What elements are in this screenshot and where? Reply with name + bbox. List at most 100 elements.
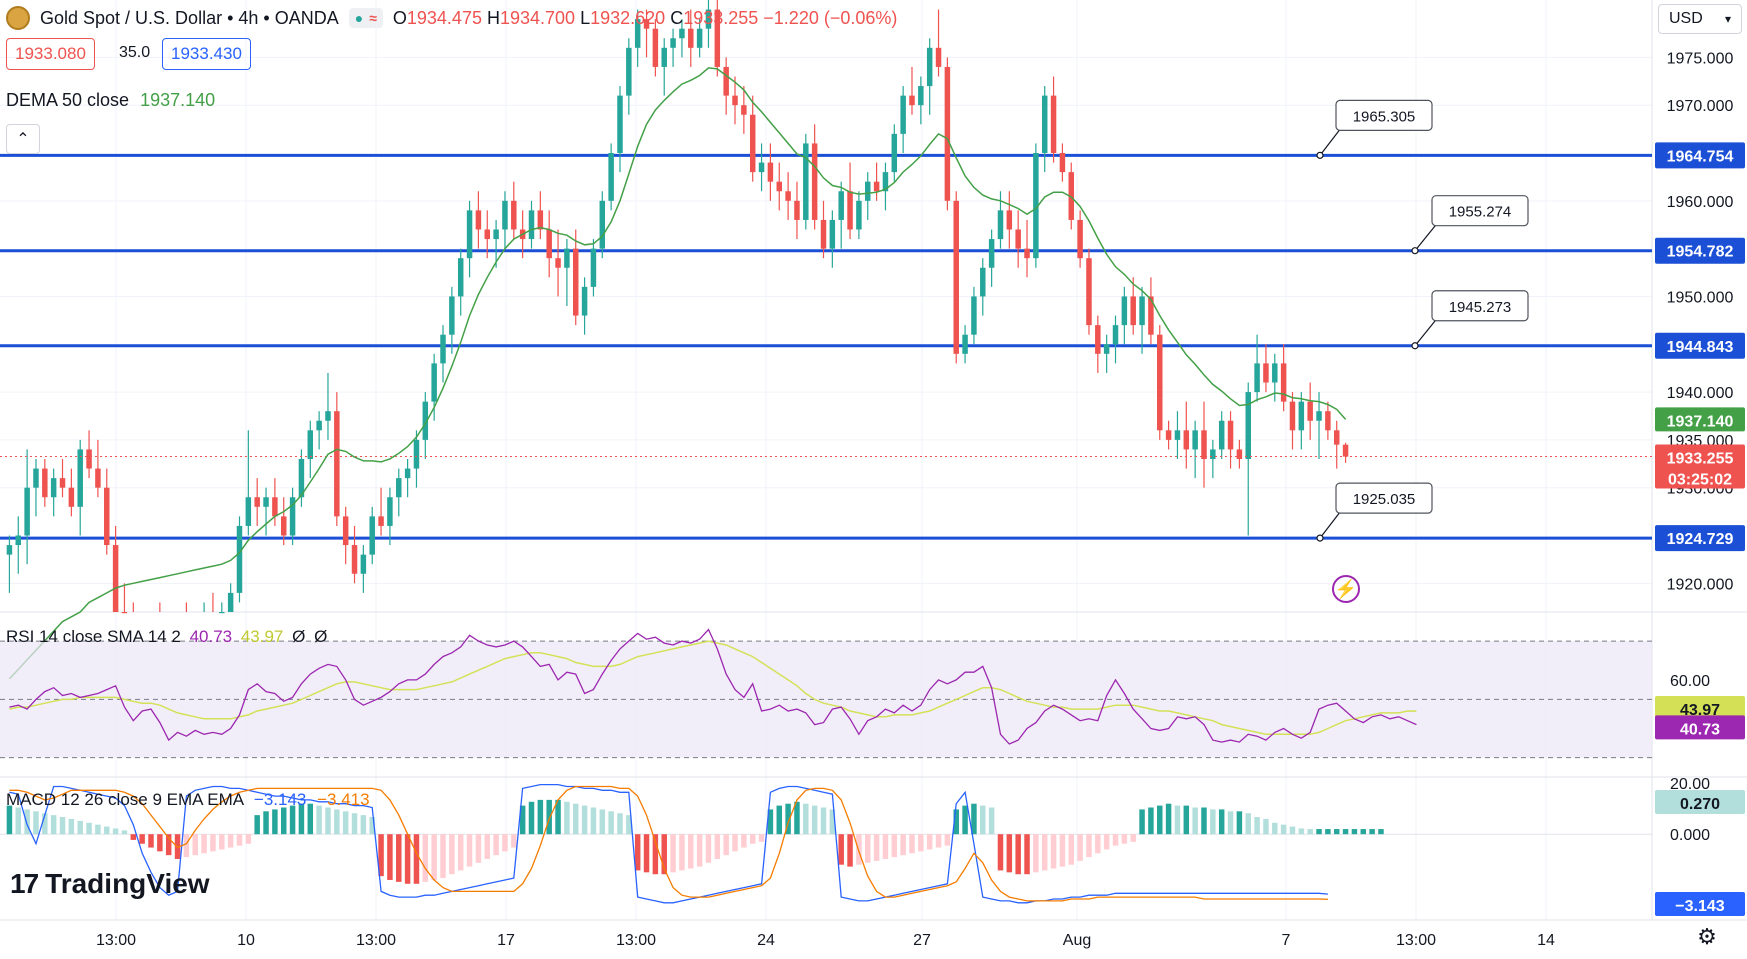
macd-histogram-bar [643, 834, 650, 873]
macd-histogram-bar [1272, 822, 1278, 835]
macd-histogram-bar [298, 803, 305, 835]
macd-histogram-bar [1015, 834, 1021, 875]
dema-label: DEMA 50 close [6, 90, 130, 110]
candle-body [555, 258, 561, 268]
macd-histogram-bar [1218, 809, 1225, 835]
candle-body [617, 95, 623, 153]
sell-price-button[interactable]: 1933.080 [6, 38, 95, 70]
macd-histogram-bar [121, 830, 128, 835]
candle-body [661, 47, 667, 67]
macd-histogram-bar [546, 799, 552, 835]
candle-body [705, 9, 712, 29]
macd-histogram-bar [599, 809, 606, 835]
macd-histogram-bar [1006, 834, 1013, 873]
callout-label: 1965.305 [1353, 108, 1416, 125]
macd-histogram-bar [679, 834, 685, 871]
rsi-label: RSI 14 close SMA 14 2 [6, 627, 181, 646]
candle-body [971, 296, 977, 335]
price-axis-tick: 1960.000 [1667, 194, 1734, 211]
candle-body [1298, 401, 1305, 431]
candle-body [511, 200, 517, 230]
macd-histogram-bar [732, 834, 738, 852]
macd-line [9, 783, 1328, 904]
candle-body [581, 286, 588, 316]
macd-histogram-bar [174, 834, 181, 859]
time-axis-tick: 27 [913, 932, 931, 949]
price-axis-tick: 1950.000 [1667, 289, 1734, 306]
candle-body [50, 478, 57, 498]
macd-histogram-bar [289, 805, 296, 835]
candle-body [1033, 153, 1039, 259]
macd-histogram-bar [1254, 817, 1260, 835]
lightning-icon[interactable]: ⚡ [1332, 575, 1360, 603]
candle-body [732, 95, 738, 106]
candle-body [776, 181, 783, 192]
candle-body [42, 468, 48, 498]
rsi-band [0, 641, 1652, 758]
candle-body [422, 401, 429, 440]
macd-histogram-bar [741, 834, 747, 848]
candle-body [1192, 430, 1198, 450]
candle-body [413, 439, 420, 469]
macd-histogram-bar [1333, 829, 1340, 835]
rsi-axis-tick: 20.00 [1670, 776, 1710, 793]
gear-icon[interactable]: ⚙ [1697, 924, 1717, 949]
candle-body [767, 162, 774, 182]
callout-box [1431, 290, 1529, 322]
candle-body [316, 420, 322, 431]
callout-label: 1955.274 [1449, 204, 1512, 221]
macd-histogram-bar [307, 803, 314, 835]
symbol-title[interactable]: Gold Spot / U.S. Dollar • 4h • OANDA [40, 7, 339, 28]
candle-body [280, 516, 287, 536]
macd-histogram-bar [962, 805, 968, 835]
macd-histogram-bar [953, 809, 959, 835]
callout-label: 1945.273 [1449, 299, 1512, 316]
macd-histogram-bar [723, 834, 729, 856]
macd-legend[interactable]: MACD 12 26 close 9 EMA EMA −3.143 −3.413 [6, 790, 370, 810]
dema-legend[interactable]: DEMA 50 close 1937.140 [6, 90, 215, 111]
candle-body [829, 219, 836, 249]
candle-body [307, 430, 314, 459]
gold-coin-icon [6, 6, 30, 30]
macd-histogram-bar [590, 807, 597, 835]
macd-histogram-bar [1086, 834, 1092, 858]
candle-body [528, 210, 535, 240]
macd-histogram-bar [1148, 807, 1154, 835]
candle-body [104, 487, 110, 546]
candle-body [856, 200, 862, 230]
candle-body [1254, 363, 1260, 393]
rsi-axis-tick: 60.00 [1670, 673, 1710, 690]
macd-histogram-bar [50, 815, 57, 835]
candle-body [1342, 444, 1349, 457]
macd-histogram-bar [1263, 818, 1269, 835]
macd-histogram-bar [758, 834, 765, 842]
level-price-tag [1655, 142, 1745, 169]
macd-histogram-bar [811, 805, 818, 835]
horizontal-levels[interactable]: 1965.305 1955.274 1945.273 1925.035 [0, 99, 1652, 542]
candle-body [1015, 229, 1021, 249]
macd-histogram-bar [342, 811, 349, 835]
macd-histogram-bar [926, 834, 933, 850]
level-price-tag [1655, 525, 1745, 552]
candle-body [1130, 296, 1136, 326]
currency-selector[interactable]: USD ▾ [1658, 4, 1742, 34]
callout-pointer [1319, 511, 1341, 539]
macd-histogram-bar [59, 817, 66, 835]
macd-histogram-bar [988, 807, 995, 835]
candle-body [1210, 449, 1216, 459]
candlestick-series [0, 0, 1652, 614]
macd-histogram-bar [882, 834, 889, 859]
macd-histogram-bar [493, 834, 499, 856]
macd-histogram-bar [935, 834, 942, 848]
macd-histogram-bar [219, 834, 225, 850]
collapse-legend-button[interactable]: ⌃ [6, 124, 40, 154]
macd-histogram-bar [1024, 834, 1030, 875]
macd-histogram-bar [227, 834, 234, 848]
tradingview-logo[interactable]: 17 TradingView [10, 868, 210, 900]
level-price-tag-text: 1954.782 [1667, 244, 1734, 261]
rsi-legend[interactable]: RSI 14 close SMA 14 2 40.73 43.97 Ø Ø [6, 627, 327, 647]
macd-histogram-bar [77, 820, 83, 835]
buy-price-button[interactable]: 1933.430 [162, 38, 251, 70]
indicator-status-pill[interactable]: ● ≈ [348, 8, 383, 28]
